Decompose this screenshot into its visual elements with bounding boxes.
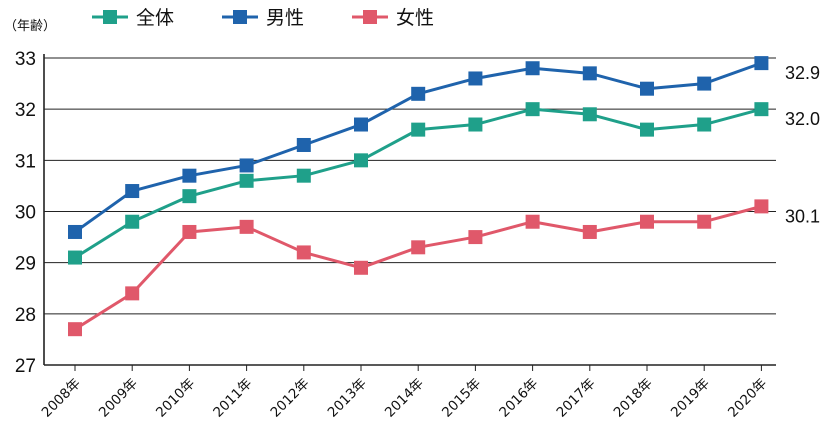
data-point-marker bbox=[754, 102, 769, 117]
data-point-marker bbox=[640, 122, 654, 137]
legend-marker bbox=[363, 10, 377, 24]
y-tick-label: 31 bbox=[15, 151, 36, 172]
x-tick-label: 2011年 bbox=[210, 376, 255, 421]
x-tick-label: 2016年 bbox=[496, 376, 541, 421]
x-tick-label: 2015年 bbox=[439, 376, 484, 421]
series-line bbox=[74, 204, 762, 331]
data-point-marker bbox=[411, 122, 426, 137]
legend: 全体 男性 女性 bbox=[92, 7, 434, 29]
y-tick-label: 33 bbox=[15, 49, 36, 70]
x-tick-label: 2012年 bbox=[267, 376, 312, 421]
data-point-marker bbox=[468, 117, 483, 132]
legend-item: 女性 bbox=[352, 7, 434, 29]
series-女性 bbox=[68, 199, 769, 337]
x-tick-label: 2017年 bbox=[553, 376, 598, 421]
data-point-marker bbox=[525, 214, 540, 229]
end-value-label: 32.0 bbox=[785, 109, 820, 129]
data-point-marker bbox=[68, 250, 82, 265]
x-tick-label: 2009年 bbox=[96, 376, 141, 421]
data-point-marker bbox=[582, 224, 597, 239]
x-tick-label: 2008年 bbox=[39, 376, 84, 421]
data-point-marker bbox=[411, 240, 426, 255]
y-tick-label: 29 bbox=[15, 254, 36, 275]
data-point-marker bbox=[68, 322, 82, 337]
data-point-marker bbox=[697, 117, 712, 132]
series-男性 bbox=[68, 56, 769, 239]
data-point-marker bbox=[411, 86, 426, 101]
data-point-marker bbox=[525, 102, 540, 117]
legend-label: 全体 bbox=[136, 7, 174, 29]
data-point-marker bbox=[354, 260, 368, 275]
x-tick-label: 2018年 bbox=[611, 376, 656, 421]
data-point-marker bbox=[697, 214, 712, 229]
data-point-marker bbox=[468, 230, 483, 245]
data-point-marker bbox=[525, 61, 540, 76]
data-point-marker bbox=[68, 224, 82, 239]
legend-label: 女性 bbox=[396, 7, 434, 29]
data-point-marker bbox=[468, 71, 483, 86]
data-point-marker bbox=[354, 153, 368, 168]
data-point-marker bbox=[125, 286, 140, 301]
legend-item: 全体 bbox=[92, 7, 174, 29]
data-point-marker bbox=[182, 189, 197, 204]
data-point-marker bbox=[296, 137, 311, 152]
data-point-marker bbox=[582, 107, 597, 122]
x-tick-label: 2020年 bbox=[725, 376, 770, 421]
data-point-marker bbox=[182, 224, 197, 239]
data-point-marker bbox=[125, 184, 140, 199]
x-tick-label: 2010年 bbox=[153, 376, 198, 421]
y-tick-label: 30 bbox=[15, 203, 36, 224]
series-全体 bbox=[68, 102, 769, 265]
y-tick-label: 28 bbox=[15, 305, 36, 326]
gridlines bbox=[44, 57, 776, 315]
x-tick-label: 2014年 bbox=[382, 376, 427, 421]
end-labels: 32.0 32.9 30.1 bbox=[785, 63, 820, 226]
legend-marker bbox=[103, 10, 117, 24]
legend-marker bbox=[233, 10, 247, 24]
end-value-label: 30.1 bbox=[785, 206, 820, 226]
data-point-marker bbox=[754, 199, 769, 214]
data-point-marker bbox=[296, 245, 311, 260]
end-value-label: 32.9 bbox=[785, 63, 820, 83]
data-point-marker bbox=[296, 168, 311, 183]
data-point-marker bbox=[125, 214, 140, 229]
data-point-marker bbox=[239, 158, 254, 173]
y-axis-unit-label: （年齢） bbox=[4, 19, 56, 34]
legend-item: 男性 bbox=[222, 7, 304, 29]
x-tick-label: 2013年 bbox=[325, 376, 370, 421]
data-point-marker bbox=[754, 56, 769, 71]
x-tick-label: 2019年 bbox=[668, 376, 713, 421]
series-layer bbox=[68, 56, 769, 337]
data-point-marker bbox=[697, 76, 712, 91]
data-point-marker bbox=[640, 214, 654, 229]
data-point-marker bbox=[354, 117, 368, 132]
data-point-marker bbox=[640, 81, 654, 96]
data-point-marker bbox=[239, 173, 254, 188]
data-point-marker bbox=[239, 219, 254, 234]
y-tick-label: 32 bbox=[15, 100, 36, 121]
y-tick-label: 27 bbox=[15, 356, 36, 377]
legend-label: 男性 bbox=[266, 7, 304, 29]
data-point-marker bbox=[582, 66, 597, 81]
data-point-marker bbox=[182, 168, 197, 183]
